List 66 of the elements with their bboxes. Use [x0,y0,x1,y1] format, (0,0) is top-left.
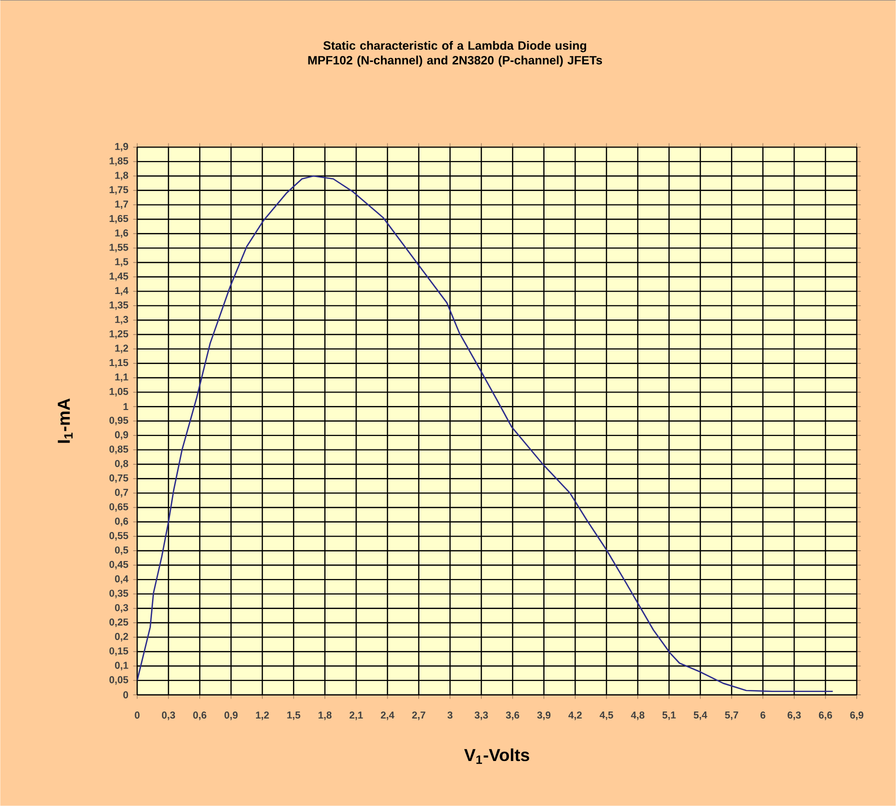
y-tick-label: 0,75 [109,474,128,484]
x-tick-label: 1,2 [256,712,269,720]
x-tick-label: 5,7 [724,712,738,720]
x-tick-label: 6,3 [788,712,801,720]
y-tick-label: 1,5 [115,258,128,267]
x-tick-label: 3,9 [537,712,550,720]
x-axis-title: V$_{1}$-Volts [464,748,530,764]
y-tick-label: 1,45 [110,272,128,282]
x-tick-label: 0,3 [162,712,176,720]
y-tick-label: 1,75 [110,186,128,195]
y-tick-label: 0,4 [114,575,128,584]
y-tick-label: 1,05 [110,388,128,397]
y-tick-label: 1,4 [115,287,128,296]
y-tick-label: 0,15 [109,647,128,656]
y-tick-label: 0,45 [109,560,128,570]
x-tick-label: 0 [134,712,140,719]
y-tick-label: 0,6 [114,518,128,526]
x-tick-label: 4,5 [600,712,614,720]
x-tick-label: 0,9 [224,712,238,720]
y-tick-label: 1,7 [115,200,128,210]
y-tick-label: 0 [123,691,128,698]
x-tick-label: 6 [760,712,766,719]
y-tick-label: 0,1 [114,662,128,670]
chart-title: Static characteristic of a Lambda Diode using MPF102 (N-channel) and 2N3820 (P-channel) JFETs [308,41,602,67]
x-tick-label: 2,4 [380,712,394,720]
x-tick-label: 4,2 [568,712,582,720]
x-tick-label: 5,1 [662,712,676,720]
y-tick-label: 0,9 [114,431,128,440]
x-tick-label: 1,5 [287,712,300,720]
y-tick-label: 1,65 [110,215,128,224]
y-tick-label: 1,8 [115,172,128,180]
y-tick-label: 0,35 [109,590,128,598]
x-tick-label: 3 [447,712,452,719]
x-tick-label: 3,3 [474,712,488,720]
y-tick-label: 1,15 [110,359,128,368]
y-tick-label: 1 [124,403,128,410]
x-tick-label: 1,8 [318,712,332,720]
y-tick-label: 0,85 [109,446,128,454]
y-tick-label: 0,55 [109,532,128,541]
y-axis-title: I$_{1}$-mA [58,398,73,443]
y-tick-label: 1,55 [110,244,128,252]
y-tick-label: 0,25 [109,618,128,628]
y-tick-label: 0,8 [114,460,128,469]
y-tick-label: 1,25 [110,330,128,339]
y-tick-label: 0,5 [114,546,128,556]
y-tick-label: 0,3 [114,604,128,613]
x-tick-label: 0,6 [193,712,206,720]
y-tick-label: 1,9 [115,143,128,152]
y-tick-label: 0,95 [109,416,128,426]
y-tick-label: 1,3 [115,316,128,324]
x-tick-label: 3,6 [506,712,520,720]
y-tick-label: 1,2 [115,344,128,354]
x-tick-label: 2,7 [412,712,426,720]
y-tick-label: 0,7 [114,488,128,498]
y-tick-label: 1,35 [110,302,128,310]
x-tick-label: 5,4 [694,712,708,720]
y-tick-label: 1,85 [110,157,128,166]
x-tick-label: 6,9 [850,712,864,720]
y-tick-label: 0,05 [109,676,128,685]
y-tick-label: 0,65 [109,503,128,512]
y-tick-label: 0,2 [114,633,128,642]
x-tick-label: 4,8 [630,712,644,720]
y-tick-label: 1,6 [115,229,128,238]
x-tick-label: 6,6 [818,712,832,720]
x-tick-label: 2,1 [350,712,363,720]
y-tick-label: 1,1 [115,374,128,382]
